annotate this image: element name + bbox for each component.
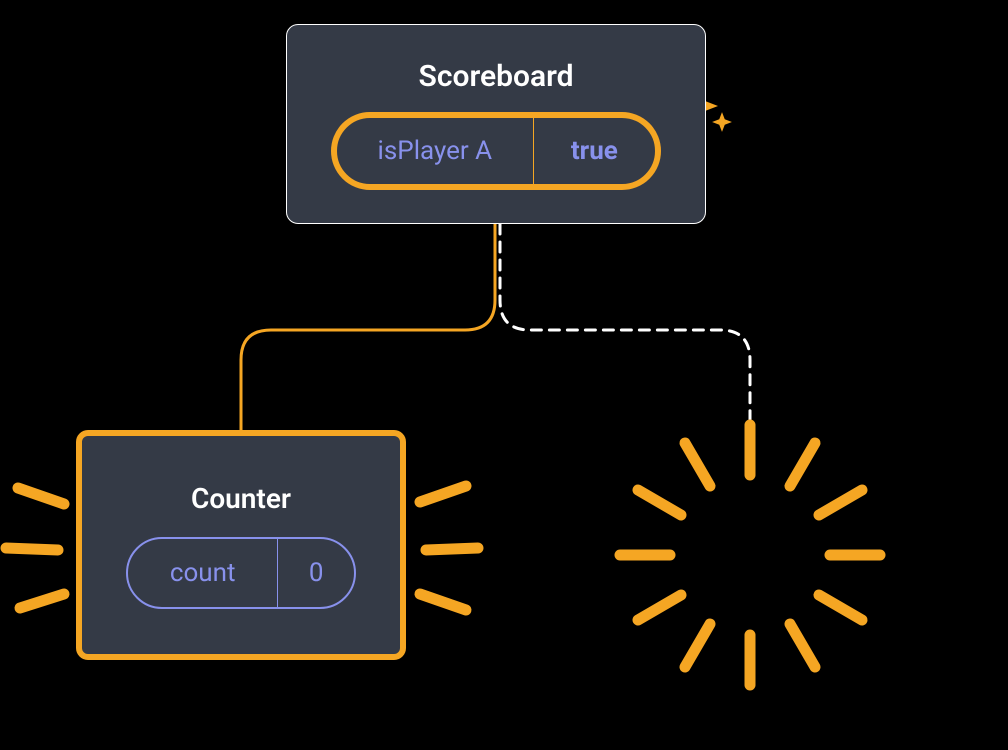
- starburst-icon: [620, 425, 880, 685]
- node-counter: Counter count 0: [76, 430, 406, 660]
- scoreboard-title: Scoreboard: [419, 59, 574, 94]
- counter-rays-right: [420, 486, 478, 610]
- counter-state-pill: count 0: [126, 537, 356, 609]
- scoreboard-state-pill: isPlayer A true: [331, 112, 661, 190]
- counter-state-value: 0: [278, 539, 354, 607]
- edge-scoreboard-counter: [241, 224, 495, 430]
- scoreboard-state-key: isPlayer A: [337, 118, 534, 184]
- counter-state-key: count: [128, 539, 278, 607]
- node-scoreboard: Scoreboard isPlayer A true: [286, 24, 706, 224]
- edge-scoreboard-burst: [500, 224, 750, 465]
- scoreboard-state-value: true: [534, 118, 655, 184]
- counter-rays-left: [6, 488, 64, 608]
- diagram-canvas: Scoreboard isPlayer A true Counter count…: [0, 0, 1008, 750]
- counter-title: Counter: [191, 482, 291, 515]
